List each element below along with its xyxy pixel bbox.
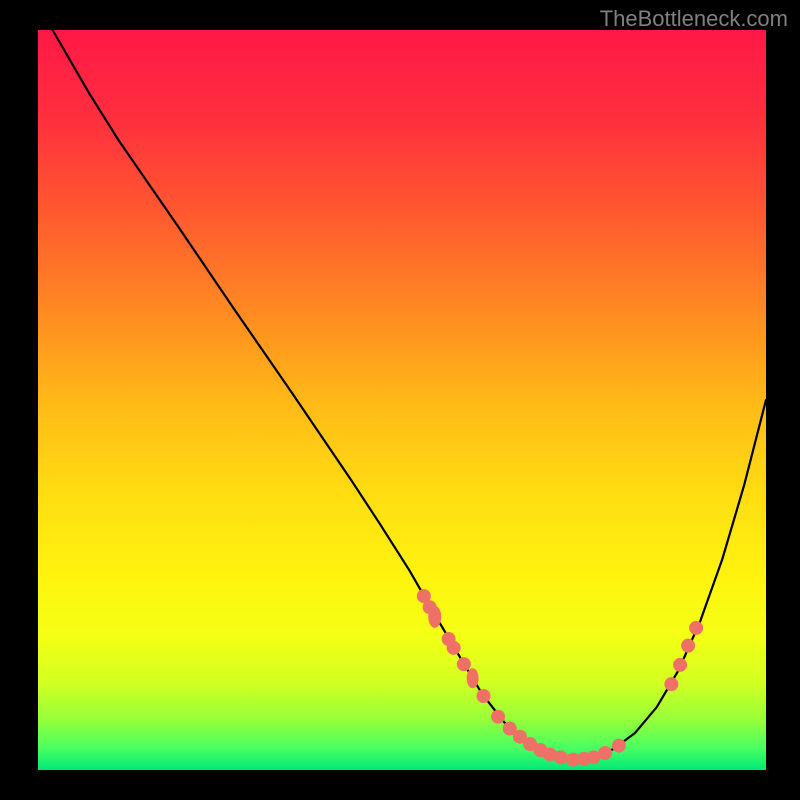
data-marker [664, 677, 678, 691]
data-marker [689, 621, 703, 635]
data-marker [457, 657, 471, 671]
data-marker-elongated [467, 668, 479, 688]
data-marker [612, 739, 626, 753]
data-marker [477, 689, 491, 703]
data-marker [681, 639, 695, 653]
data-marker [491, 710, 505, 724]
data-marker [554, 750, 568, 764]
data-marker [423, 600, 437, 614]
data-marker [598, 746, 612, 760]
data-marker [447, 641, 461, 655]
data-marker [673, 658, 687, 672]
bottleneck-curve [53, 30, 766, 759]
chart-svg [0, 0, 800, 800]
